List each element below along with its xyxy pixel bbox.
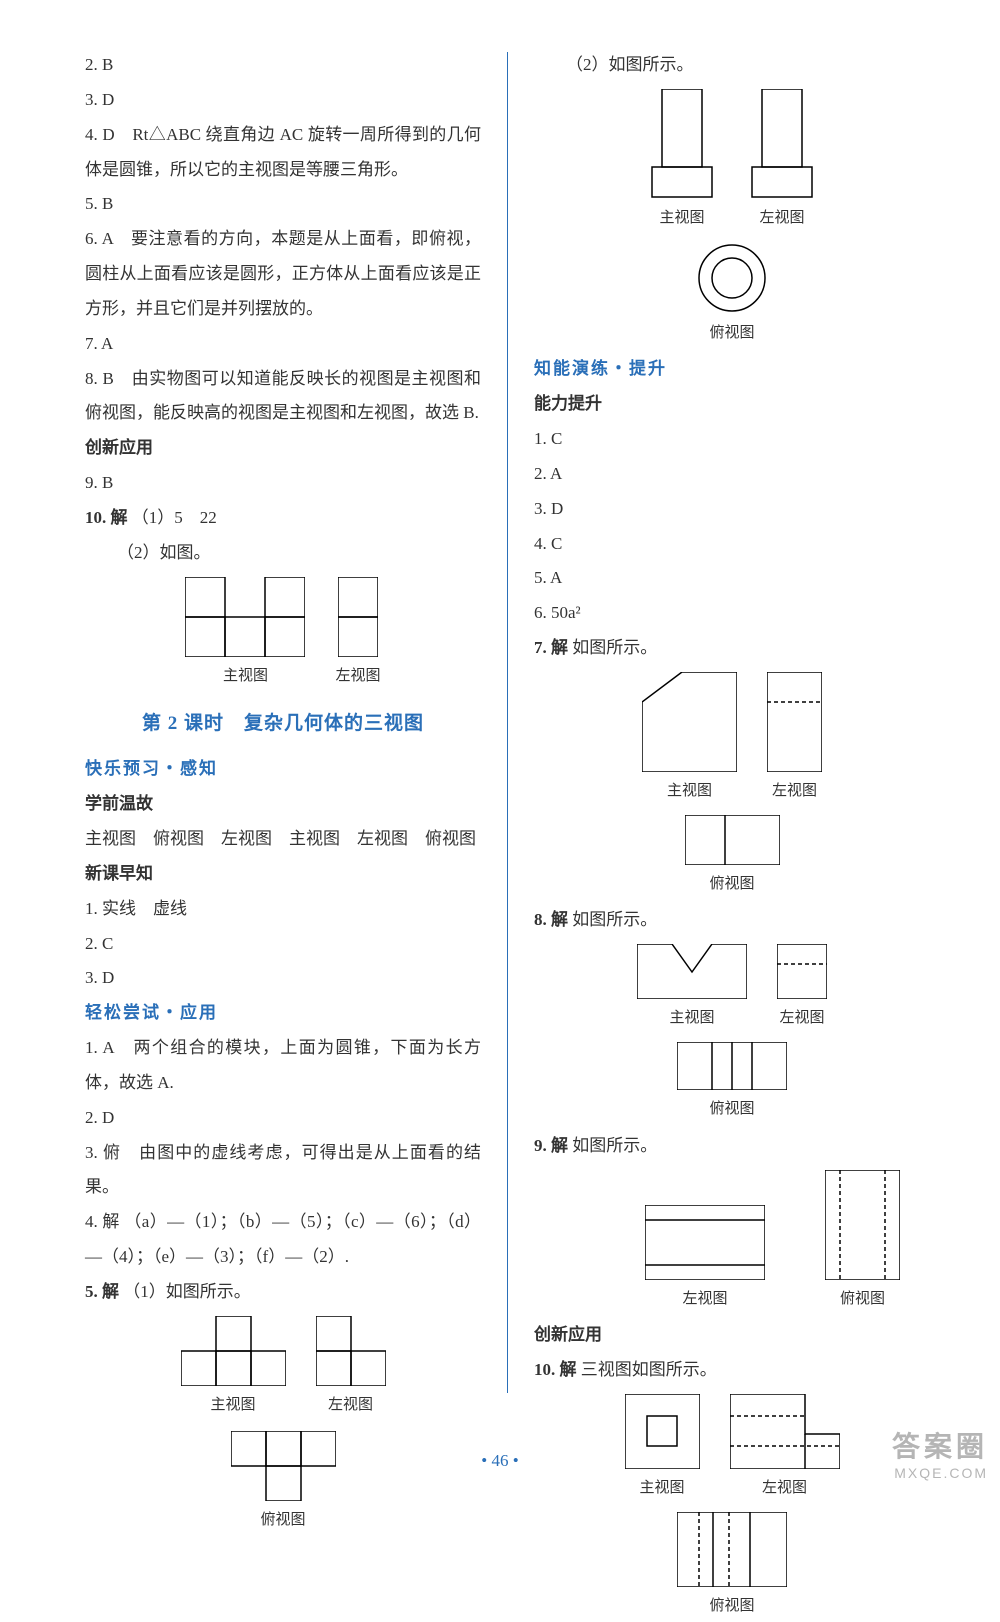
fig10-front-label: 主视图 [223,661,268,692]
fig10b-top-svg [677,1512,787,1587]
answer-4: 4. D Rt△ABC 绕直角边 AC 旋转一周所得到的几何体是圆锥，所以它的主… [85,118,481,188]
fig5-front-svg [181,1316,286,1386]
figure-10b: 主视图 左视图 [534,1394,930,1622]
fig10-left-label: 左视图 [335,661,380,692]
figA-front-label: 主视图 [659,203,704,234]
figA-front-svg [647,89,717,199]
fig10b-top-label: 俯视图 [709,1591,754,1622]
figA-top-svg [696,242,768,314]
views-line: 主视图 俯视图 左视图 主视图 左视图 俯视图 [85,822,481,857]
watermark-url: MXQE.COM [892,1465,988,1481]
p3: 3. D [534,492,930,527]
fig7-left-label: 左视图 [772,776,817,807]
fig10b-left-label: 左视图 [762,1473,807,1504]
fig7-top-svg [685,815,780,865]
fig8-top-label: 俯视图 [709,1094,754,1125]
answer-9: 9. B [85,466,481,501]
p5: 5. A [534,561,930,596]
sub-new: 新课早知 [85,857,481,892]
answer-3: 3. D [85,83,481,118]
fig7-top-label: 俯视图 [709,869,754,900]
answer-8: 8. B 由实物图可以知道能反映长的视图是主视图和俯视图，能反映高的视图是主视图… [85,362,481,432]
fig8-left-label: 左视图 [779,1003,824,1034]
fig5-left-svg [316,1316,386,1386]
fig8-left-svg [777,944,827,999]
try-4: 4. 解 （a）—（1）；（b）—（5）；（c）—（6）；（d）—（4）；（e）… [85,1205,481,1275]
try-1: 1. A 两个组合的模块，上面为圆锥，下面为长方体，故选 A. [85,1031,481,1101]
fig9-left-label: 左视图 [682,1284,727,1315]
section-preview: 快乐预习・感知 [85,752,481,787]
fig5-front-label: 主视图 [210,1390,255,1421]
p4: 4. C [534,527,930,562]
p9: 9. 解 如图所示。 [534,1129,930,1164]
new-3: 3. D [85,961,481,996]
try-2: 2. D [85,1101,481,1136]
p1: 1. C [534,422,930,457]
answer-6: 6. A 要注意看的方向，本题是从上面看，即俯视，圆柱从上面看应该是圆形，正方体… [85,222,481,327]
heading-innovation: 创新应用 [85,431,481,466]
figure-10: 主视图 左视图 [85,577,481,692]
figA-top-label: 俯视图 [709,318,754,349]
fig9-left-svg [645,1205,765,1280]
figA-left-label: 左视图 [759,203,804,234]
sub-ability: 能力提升 [534,387,930,422]
fig9-top-label: 俯视图 [840,1284,885,1315]
left-column: 2. B 3. D 4. D Rt△ABC 绕直角边 AC 旋转一周所得到的几何… [85,48,507,1433]
answer-7: 7. A [85,327,481,362]
answer-2: 2. B [85,48,481,83]
watermark-text: 答案圈 [892,1425,988,1465]
section-practice: 知能演练・提升 [534,352,930,387]
right-column: （2）如图所示。 主视图 [508,48,930,1433]
fig9-top-svg [825,1170,900,1280]
figure-5: 主视图 左视图 [85,1316,481,1536]
try-5: 5. 解 （1）如图所示。 [85,1275,481,1310]
watermark: 答案圈 MXQE.COM [892,1425,988,1481]
p2: 2. A [534,457,930,492]
answer-10-2: （2）如图。 [85,536,481,571]
figA-left-svg [747,89,817,199]
lesson-title: 第 2 课时 复杂几何体的三视图 [85,705,481,744]
fig8-front-svg [637,944,747,999]
page-number: 46 [0,1451,1000,1471]
figure-8: 主视图 左视图 [534,944,930,1125]
sub-review: 学前温故 [85,787,481,822]
figure-9: 左视图 俯视图 [534,1170,930,1315]
fig8-top-svg [677,1042,787,1090]
heading-innovation-2: 创新应用 [534,1318,930,1353]
new-2: 2. C [85,927,481,962]
section-try: 轻松尝试・应用 [85,996,481,1031]
fig5-top-label: 俯视图 [260,1505,305,1536]
p7: 7. 解 如图所示。 [534,631,930,666]
r5-2: （2）如图所示。 [534,48,930,83]
fig7-left-svg [767,672,822,772]
fig10b-front-label: 主视图 [639,1473,684,1504]
answer-10-1: 10. 解 （1）5 22 [85,501,481,536]
p6: 6. 50a² [534,596,930,631]
fig7-front-label: 主视图 [667,776,712,807]
figure-7: 主视图 左视图 [534,672,930,900]
fig5-left-label: 左视图 [328,1390,373,1421]
figure-a: 主视图 左视图 [534,89,930,349]
fig10-front-svg [185,577,305,657]
p10: 10. 解 三视图如图所示。 [534,1353,930,1388]
fig7-front-svg [642,672,737,772]
fig8-front-label: 主视图 [669,1003,714,1034]
fig10-left-svg [338,577,378,657]
new-1: 1. 实线 虚线 [85,892,481,927]
try-3: 3. 俯 由图中的虚线考虑，可得出是从上面看的结果。 [85,1136,481,1206]
p8: 8. 解 如图所示。 [534,903,930,938]
answer-5: 5. B [85,187,481,222]
